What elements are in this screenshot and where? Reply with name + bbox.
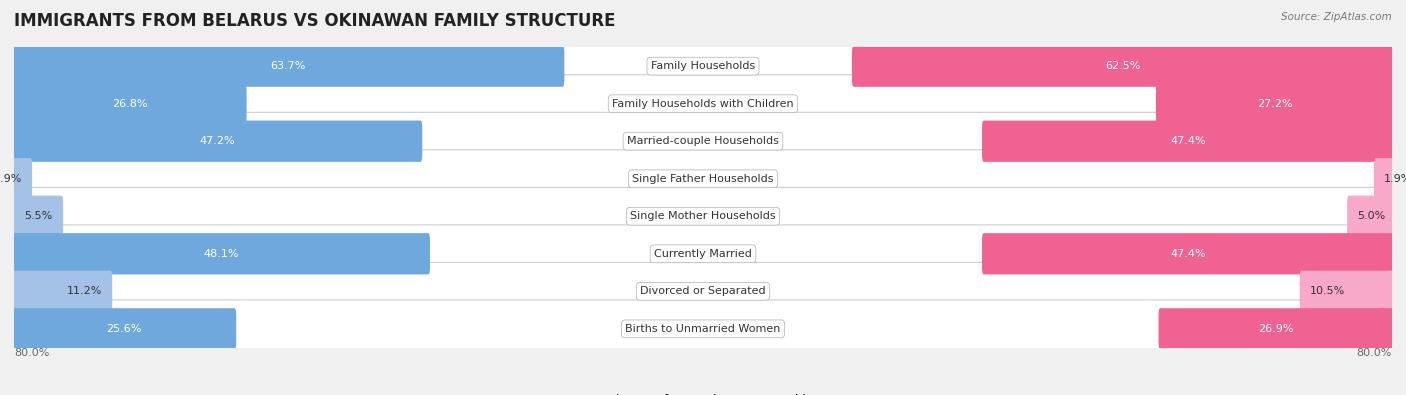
FancyBboxPatch shape bbox=[1156, 83, 1393, 124]
FancyBboxPatch shape bbox=[13, 271, 112, 312]
FancyBboxPatch shape bbox=[13, 196, 63, 237]
Text: 26.8%: 26.8% bbox=[111, 99, 148, 109]
FancyBboxPatch shape bbox=[1159, 308, 1393, 350]
FancyBboxPatch shape bbox=[981, 120, 1393, 162]
FancyBboxPatch shape bbox=[981, 233, 1393, 275]
Text: Family Households with Children: Family Households with Children bbox=[612, 99, 794, 109]
FancyBboxPatch shape bbox=[11, 262, 1395, 320]
FancyBboxPatch shape bbox=[1347, 196, 1393, 237]
FancyBboxPatch shape bbox=[1374, 158, 1393, 199]
Text: 27.2%: 27.2% bbox=[1257, 99, 1292, 109]
Text: 26.9%: 26.9% bbox=[1258, 324, 1294, 334]
FancyBboxPatch shape bbox=[11, 300, 1395, 358]
FancyBboxPatch shape bbox=[13, 120, 422, 162]
Text: 1.9%: 1.9% bbox=[0, 174, 22, 184]
Text: Births to Unmarried Women: Births to Unmarried Women bbox=[626, 324, 780, 334]
FancyBboxPatch shape bbox=[13, 45, 564, 87]
Text: Currently Married: Currently Married bbox=[654, 249, 752, 259]
Text: 1.9%: 1.9% bbox=[1384, 174, 1406, 184]
FancyBboxPatch shape bbox=[11, 150, 1395, 208]
Text: 47.4%: 47.4% bbox=[1170, 136, 1206, 146]
Text: 25.6%: 25.6% bbox=[107, 324, 142, 334]
Text: Source: ZipAtlas.com: Source: ZipAtlas.com bbox=[1281, 12, 1392, 22]
Text: 5.0%: 5.0% bbox=[1358, 211, 1386, 221]
FancyBboxPatch shape bbox=[13, 83, 246, 124]
Text: Married-couple Households: Married-couple Households bbox=[627, 136, 779, 146]
Text: Divorced or Separated: Divorced or Separated bbox=[640, 286, 766, 296]
Text: IMMIGRANTS FROM BELARUS VS OKINAWAN FAMILY STRUCTURE: IMMIGRANTS FROM BELARUS VS OKINAWAN FAMI… bbox=[14, 12, 616, 30]
Text: 47.4%: 47.4% bbox=[1170, 249, 1206, 259]
Text: 63.7%: 63.7% bbox=[271, 61, 307, 71]
Text: 80.0%: 80.0% bbox=[1357, 348, 1392, 357]
Text: 10.5%: 10.5% bbox=[1310, 286, 1346, 296]
FancyBboxPatch shape bbox=[11, 112, 1395, 170]
Legend: Immigrants from Belarus, Okinawan: Immigrants from Belarus, Okinawan bbox=[560, 394, 846, 395]
Text: 80.0%: 80.0% bbox=[14, 348, 49, 357]
FancyBboxPatch shape bbox=[13, 308, 236, 350]
Text: Family Households: Family Households bbox=[651, 61, 755, 71]
Text: 62.5%: 62.5% bbox=[1105, 61, 1140, 71]
FancyBboxPatch shape bbox=[11, 37, 1395, 95]
Text: 47.2%: 47.2% bbox=[200, 136, 235, 146]
Text: 11.2%: 11.2% bbox=[66, 286, 101, 296]
Text: Single Mother Households: Single Mother Households bbox=[630, 211, 776, 221]
Text: 48.1%: 48.1% bbox=[204, 249, 239, 259]
FancyBboxPatch shape bbox=[852, 45, 1393, 87]
FancyBboxPatch shape bbox=[1299, 271, 1393, 312]
FancyBboxPatch shape bbox=[11, 75, 1395, 133]
Text: Single Father Households: Single Father Households bbox=[633, 174, 773, 184]
FancyBboxPatch shape bbox=[13, 158, 32, 199]
Text: 5.5%: 5.5% bbox=[24, 211, 53, 221]
FancyBboxPatch shape bbox=[11, 225, 1395, 283]
FancyBboxPatch shape bbox=[13, 233, 430, 275]
FancyBboxPatch shape bbox=[11, 187, 1395, 245]
